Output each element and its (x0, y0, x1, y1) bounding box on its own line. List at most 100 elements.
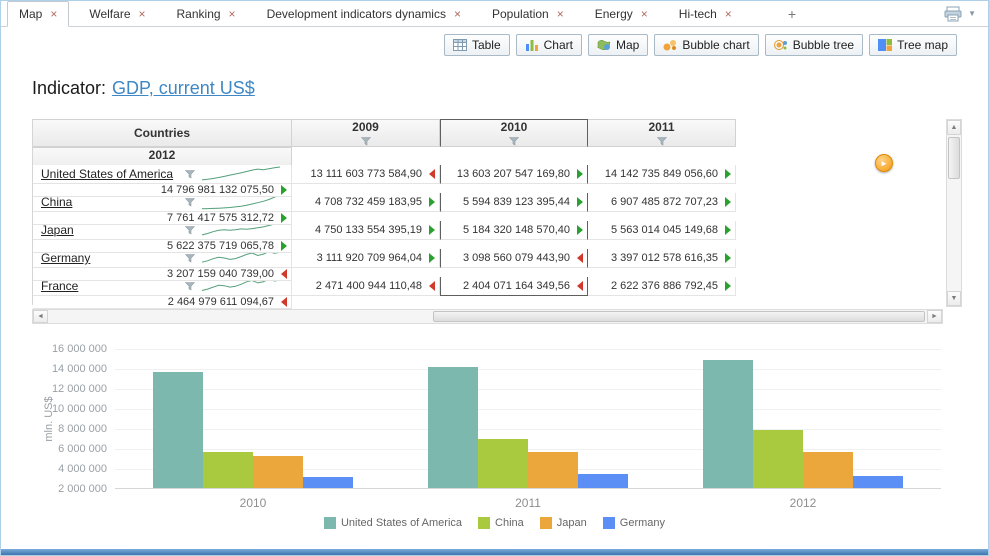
bar-japan-2011[interactable] (528, 452, 578, 488)
legend-item-china[interactable]: China (478, 517, 524, 529)
bar-germany-2010[interactable] (303, 477, 353, 488)
vertical-scroll-thumb[interactable] (948, 137, 960, 179)
value-cell[interactable]: 5 563 014 045 149,68 (588, 221, 736, 240)
tab-close-icon[interactable]: × (556, 6, 564, 21)
tab-population[interactable]: Population × (481, 1, 575, 26)
horizontal-scrollbar[interactable]: ◄ ► (32, 309, 943, 324)
column-filter-icon[interactable] (656, 137, 667, 146)
horizontal-scroll-thumb[interactable] (433, 311, 925, 322)
view-button-label: Bubble tree (792, 38, 855, 52)
expand-arrow-icon: ► (880, 158, 888, 168)
row-filter-icon[interactable] (185, 225, 195, 235)
country-link[interactable]: China (41, 195, 73, 209)
print-button[interactable] (943, 6, 963, 22)
value-cell[interactable]: 7 761 417 575 312,72 (33, 212, 292, 225)
expand-column-button[interactable]: ► (875, 154, 893, 172)
tab-development-indicators-dynamics[interactable]: Development indicators dynamics × (256, 1, 472, 26)
value-cell[interactable]: 2 464 979 611 094,67 (33, 296, 292, 309)
view-button-map[interactable]: Map (587, 34, 649, 56)
bar-china-2010[interactable] (203, 452, 253, 488)
vertical-scrollbar[interactable]: ▲ ▼ (946, 119, 962, 307)
scroll-right-button[interactable]: ► (927, 310, 942, 323)
print-dropdown-caret-icon[interactable]: ▼ (968, 9, 976, 18)
tab-close-icon[interactable]: × (228, 6, 236, 21)
view-button-bubble-chart[interactable]: Bubble chart (654, 34, 759, 56)
scroll-up-button[interactable]: ▲ (947, 120, 961, 135)
x-category-label: 2011 (515, 496, 541, 510)
country-link[interactable]: France (41, 279, 79, 293)
scroll-left-button[interactable]: ◄ (33, 310, 48, 323)
cell-value: 5 184 320 148 570,40 (462, 224, 570, 236)
view-button-chart[interactable]: Chart (515, 34, 582, 56)
cell-value: 3 098 560 079 443,90 (462, 252, 570, 264)
value-cell[interactable]: 13 111 603 773 584,90 (292, 165, 440, 184)
country-link[interactable]: Germany (41, 251, 91, 265)
country-link[interactable]: Japan (41, 223, 74, 237)
gridline (115, 369, 941, 370)
row-filter-icon[interactable] (185, 169, 196, 179)
view-button-tree-map[interactable]: Tree map (869, 34, 957, 56)
view-button-label: Chart (543, 38, 573, 52)
legend-item-germany[interactable]: Germany (602, 517, 665, 529)
value-cell[interactable]: 5 622 375 719 065,78 (33, 240, 292, 253)
value-cell[interactable]: 5 594 839 123 395,44 (440, 193, 588, 212)
value-cell[interactable]: 3 098 560 079 443,90 (440, 249, 588, 268)
view-button-table[interactable]: Table (443, 34, 510, 56)
value-cell[interactable]: 3 111 920 709 964,04 (292, 249, 440, 268)
legend-item-united-states-of-america[interactable]: United States of America (323, 517, 463, 529)
trend-up-icon (577, 197, 583, 207)
value-cell[interactable]: 4 750 133 554 395,19 (292, 221, 440, 240)
column-filter-icon[interactable] (360, 137, 371, 146)
bar-china-2011[interactable] (478, 439, 528, 488)
legend-swatch (602, 517, 615, 529)
bar-united-states-of-america-2012[interactable] (703, 360, 753, 488)
row-filter-icon[interactable] (185, 253, 195, 263)
scroll-down-button[interactable]: ▼ (947, 291, 961, 306)
x-category-label: 2010 (239, 496, 267, 510)
value-cell[interactable]: 2 471 400 944 110,48 (292, 277, 440, 296)
tab-hi-tech[interactable]: Hi-tech × (668, 1, 743, 26)
tab-close-icon[interactable]: × (50, 7, 58, 21)
value-cell[interactable]: 2 404 071 164 349,56 (440, 277, 588, 296)
value-cell[interactable]: 2 622 376 886 792,45 (588, 277, 736, 296)
bar-united-states-of-america-2011[interactable] (428, 367, 478, 488)
bar-japan-2010[interactable] (253, 456, 303, 488)
bar-germany-2012[interactable] (853, 476, 903, 488)
view-button-bubble-tree[interactable]: Bubble tree (764, 34, 864, 56)
tab-ranking[interactable]: Ranking × (166, 1, 247, 26)
bar-germany-2011[interactable] (578, 474, 628, 488)
add-tab-button[interactable]: + (787, 5, 796, 22)
tab-map[interactable]: Map × (7, 1, 70, 27)
bar-japan-2012[interactable] (803, 452, 853, 488)
value-cell[interactable]: 6 907 485 872 707,23 (588, 193, 736, 212)
row-filter-icon[interactable] (185, 281, 195, 291)
column-filter-icon[interactable] (509, 137, 519, 146)
indicator-link[interactable]: GDP, current US$ (112, 78, 255, 98)
value-cell[interactable]: 4 708 732 459 183,95 (292, 193, 440, 212)
year-column-header-2010[interactable]: 2010 (440, 119, 588, 147)
tab-close-icon[interactable]: × (138, 6, 146, 21)
value-cell[interactable]: 5 184 320 148 570,40 (440, 221, 588, 240)
value-cell[interactable]: 3 207 159 040 739,00 (33, 268, 292, 281)
row-filter-icon[interactable] (185, 197, 195, 207)
tab-close-icon[interactable]: × (453, 6, 461, 21)
legend-item-japan[interactable]: Japan (539, 517, 587, 529)
tab-strip: Map × Welfare × Ranking × Development indicato… (7, 1, 752, 27)
value-cell[interactable]: 3 397 012 578 616,35 (588, 249, 736, 268)
legend-label: United States of America (340, 517, 463, 529)
vertical-scroll-track[interactable] (947, 135, 961, 291)
bar-china-2012[interactable] (753, 430, 803, 488)
bar-united-states-of-america-2010[interactable] (153, 372, 203, 488)
year-column-header-2011[interactable]: 2011 (588, 119, 736, 147)
gridline (115, 409, 941, 410)
year-column-header-2009[interactable]: 2009 (292, 119, 440, 147)
tab-close-icon[interactable]: × (724, 6, 732, 21)
countries-column-header[interactable]: Countries (33, 119, 292, 147)
tab-welfare[interactable]: Welfare × (78, 1, 156, 26)
tab-energy[interactable]: Energy × (584, 1, 659, 26)
tab-close-icon[interactable]: × (640, 6, 648, 21)
value-cell[interactable]: 14 796 981 132 075,50 (33, 184, 292, 197)
value-cell[interactable]: 14 142 735 849 056,60 (588, 165, 736, 184)
value-cell[interactable]: 13 603 207 547 169,80 (440, 165, 588, 184)
country-link[interactable]: United States of America (41, 167, 174, 181)
